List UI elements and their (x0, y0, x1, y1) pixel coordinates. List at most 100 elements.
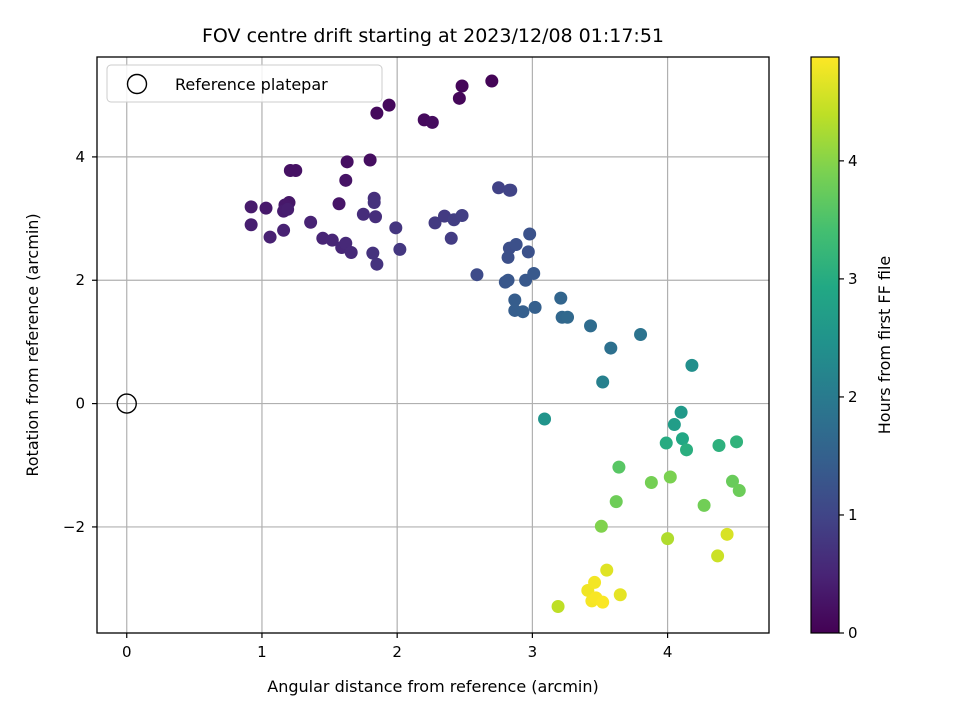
legend-marker (126, 73, 148, 95)
data-point (527, 266, 541, 280)
data-point (444, 231, 458, 245)
data-point (339, 173, 353, 187)
data-point (663, 470, 677, 484)
data-point (369, 210, 383, 224)
reference-marker (116, 393, 137, 414)
data-point (596, 375, 610, 389)
data-point (304, 215, 318, 229)
data-point (523, 227, 537, 241)
data-point (538, 412, 552, 426)
data-point (393, 242, 407, 256)
data-point (675, 432, 689, 446)
data-point (470, 268, 484, 282)
x-axis-ticks: 0 1 2 3 4 (122, 633, 672, 661)
data-point (325, 233, 339, 247)
data-point (613, 588, 627, 602)
data-point (697, 498, 711, 512)
data-point (596, 595, 610, 609)
data-point (425, 115, 439, 129)
data-points (244, 74, 746, 613)
data-point (485, 74, 499, 88)
data-point (725, 474, 739, 488)
plot-frame (96, 56, 770, 634)
data-point (644, 476, 658, 490)
data-point (604, 341, 618, 355)
data-point (281, 202, 295, 216)
legend-label: Reference platepar (175, 75, 328, 94)
data-point (244, 200, 258, 214)
data-point (289, 163, 303, 177)
data-point (428, 216, 442, 230)
data-point (244, 218, 258, 232)
x-tick-label: 2 (392, 643, 402, 661)
data-point (382, 98, 396, 112)
data-point (356, 207, 370, 221)
data-point (661, 532, 675, 546)
data-point (584, 319, 598, 333)
data-point (600, 563, 614, 577)
data-point (389, 221, 403, 235)
data-point (344, 245, 358, 259)
data-point (366, 246, 380, 260)
x-axis-label: Angular distance from reference (arcmin) (267, 677, 598, 696)
colorbar-tick-label: 2 (848, 388, 858, 406)
y-tick-label: 2 (75, 271, 85, 289)
reference-platepar-marker (116, 393, 137, 414)
data-point (680, 443, 694, 457)
y-axis-label: Rotation from reference (arcmin) (23, 213, 42, 476)
data-point (561, 310, 575, 324)
y-tick-label: 4 (75, 148, 85, 166)
y-tick-label: −2 (63, 518, 85, 536)
data-point (521, 245, 535, 259)
data-point (501, 250, 515, 264)
colorbar-tick-label: 0 (848, 624, 858, 642)
data-point (455, 79, 469, 93)
data-point (711, 549, 725, 563)
grid-lines (97, 57, 769, 633)
data-point (732, 484, 746, 498)
data-point (367, 196, 381, 210)
x-tick-label: 0 (122, 643, 132, 661)
data-point (332, 197, 346, 211)
data-point (609, 495, 623, 509)
data-point (452, 91, 466, 105)
data-point (634, 328, 648, 342)
data-point (685, 358, 699, 372)
data-point (594, 519, 608, 533)
data-point (370, 257, 384, 271)
data-point (504, 183, 518, 197)
data-point (554, 291, 568, 305)
data-point (501, 273, 515, 287)
y-axis-ticks: −2 0 2 4 (63, 148, 97, 536)
data-point (612, 460, 626, 474)
data-point (516, 305, 530, 319)
data-point (667, 418, 681, 432)
data-point (720, 527, 734, 541)
data-point (277, 223, 291, 237)
data-point (370, 106, 384, 120)
data-point (340, 155, 354, 169)
data-point (551, 599, 565, 613)
legend: Reference platepar (106, 64, 383, 103)
data-point (712, 439, 726, 453)
colorbar-tick-label: 3 (848, 270, 858, 288)
data-point (730, 435, 744, 449)
data-point (259, 201, 273, 215)
colorbar-tick-label: 4 (848, 152, 858, 170)
x-tick-label: 4 (663, 643, 673, 661)
colorbar-ticks: 0 1 2 3 4 (839, 152, 858, 642)
colorbar-label: Hours from first FF file (875, 256, 894, 435)
colorbar-frame (810, 56, 840, 634)
x-tick-label: 1 (257, 643, 267, 661)
colorbar-gradient (811, 57, 839, 633)
data-point (455, 208, 469, 222)
y-tick-label: 0 (75, 395, 85, 413)
data-point (363, 153, 377, 167)
data-point (588, 575, 602, 589)
legend-box (106, 64, 383, 103)
data-point (263, 230, 277, 244)
colorbar: 0 1 2 3 4 Hours from first FF file (810, 56, 894, 642)
data-point (528, 300, 542, 314)
chart-title: FOV centre drift starting at 2023/12/08 … (202, 25, 664, 47)
